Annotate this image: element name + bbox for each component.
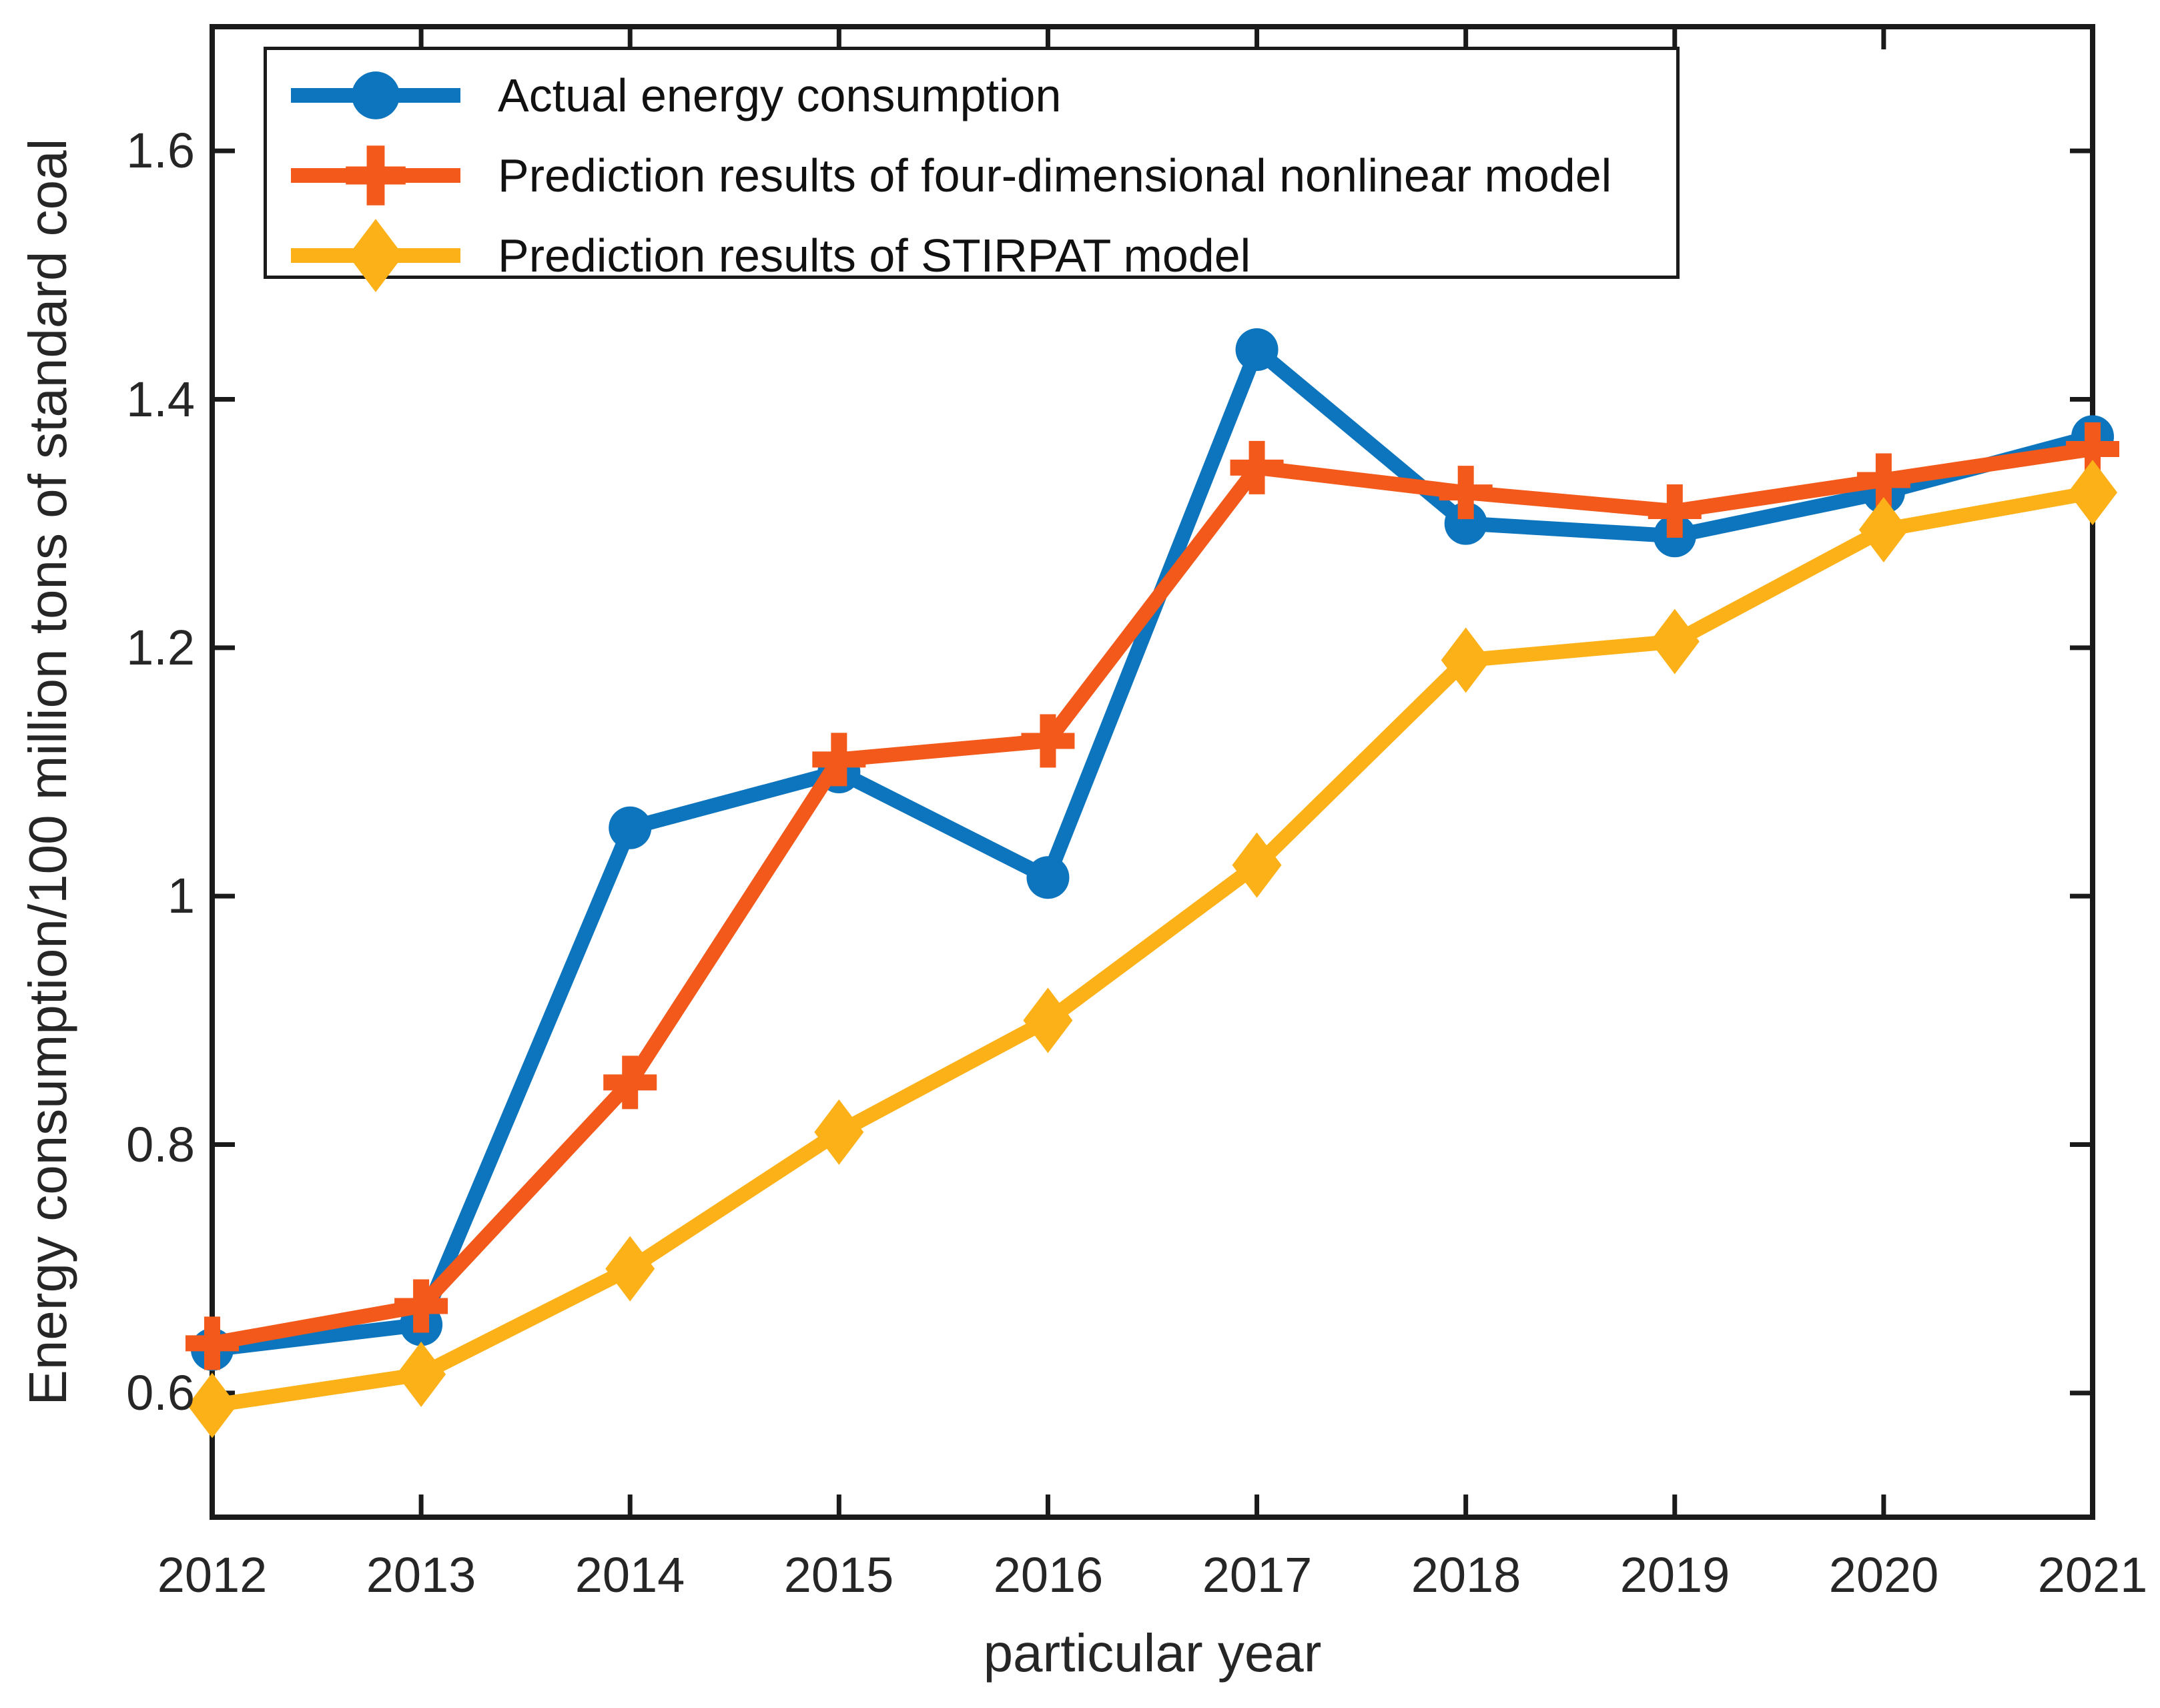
circle-marker-icon — [291, 71, 460, 119]
x-tick-label: 2019 — [1619, 1547, 1730, 1603]
legend-item: Prediction results of four-dimensional n… — [286, 135, 1676, 216]
x-tick-label: 2014 — [575, 1547, 685, 1603]
x-tick-label: 2012 — [157, 1547, 268, 1603]
legend-label: Prediction results of STIRPAT model — [498, 230, 1251, 282]
legend-item: Prediction results of STIRPAT model — [286, 216, 1676, 296]
y-tick-label: 1.2 — [126, 620, 195, 675]
y-tick-label: 1.6 — [126, 123, 195, 178]
x-tick-label: 2018 — [1411, 1547, 1521, 1603]
legend-label: Actual energy consumption — [498, 69, 1062, 121]
x-axis-title: particular year — [983, 1623, 1322, 1683]
y-tick-label: 1.4 — [126, 372, 195, 427]
x-tick-label: 2013 — [366, 1547, 476, 1603]
y-tick-label: 0.6 — [126, 1365, 195, 1420]
y-tick-label: 0.8 — [126, 1117, 195, 1172]
legend: Actual energy consumption Prediction res… — [264, 47, 1680, 292]
x-tick-label: 2017 — [1202, 1547, 1313, 1603]
plus-marker-icon — [291, 145, 460, 205]
x-tick-label: 2016 — [993, 1547, 1104, 1603]
y-axis-title: Energy consumption/100 million tons of s… — [18, 138, 77, 1406]
legend-item: Actual energy consumption — [286, 55, 1676, 135]
x-tick-label: 2015 — [783, 1547, 894, 1603]
legend-label: Prediction results of four-dimensional n… — [498, 149, 1612, 201]
x-tick-label: 2020 — [1828, 1547, 1939, 1603]
diamond-marker-icon — [291, 219, 460, 292]
x-tick-label: 2021 — [2037, 1547, 2148, 1603]
y-tick-label: 1 — [167, 868, 195, 923]
